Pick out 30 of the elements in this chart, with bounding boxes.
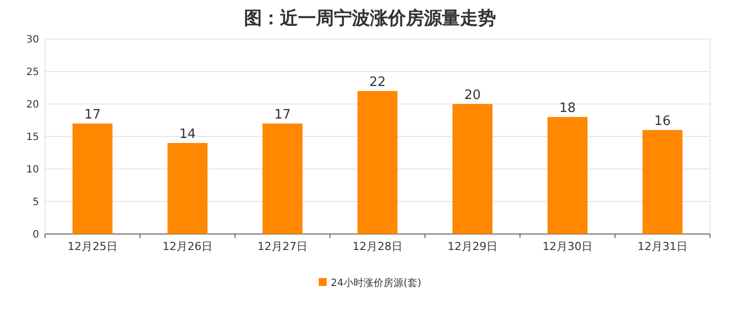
y-tick-label: 15 xyxy=(26,132,39,143)
y-tick-label: 25 xyxy=(26,67,39,78)
x-tick-label: 12月27日 xyxy=(258,240,308,253)
bar xyxy=(262,124,302,234)
data-label: 22 xyxy=(369,75,386,90)
data-label: 14 xyxy=(179,127,196,142)
data-label: 17 xyxy=(84,108,101,122)
bar xyxy=(548,117,588,234)
x-tick-label: 12月25日 xyxy=(68,240,118,253)
legend-label: 24小时涨价房源(套) xyxy=(330,277,422,289)
bar xyxy=(452,104,492,234)
bar xyxy=(168,143,208,234)
x-tick-label: 12月28日 xyxy=(352,240,402,253)
x-tick-label: 12月30日 xyxy=(542,240,592,253)
y-tick-label: 20 xyxy=(26,100,39,110)
x-tick-label: 12月31日 xyxy=(638,240,688,253)
bar xyxy=(72,124,112,234)
data-label: 17 xyxy=(274,108,291,122)
data-label: 20 xyxy=(464,88,481,103)
data-label: 18 xyxy=(559,101,576,116)
y-tick-label: 30 xyxy=(26,34,39,46)
y-tick-label: 10 xyxy=(26,164,39,176)
y-tick-label: 5 xyxy=(32,197,39,208)
bar xyxy=(358,91,398,234)
chart-title: 图：近一周宁波涨价房源量走势 xyxy=(244,8,496,29)
bar xyxy=(642,130,682,234)
x-tick-label: 12月26日 xyxy=(162,240,212,253)
x-tick-label: 12月29日 xyxy=(448,240,498,253)
data-label: 16 xyxy=(654,114,671,129)
y-tick-label: 0 xyxy=(32,230,39,240)
